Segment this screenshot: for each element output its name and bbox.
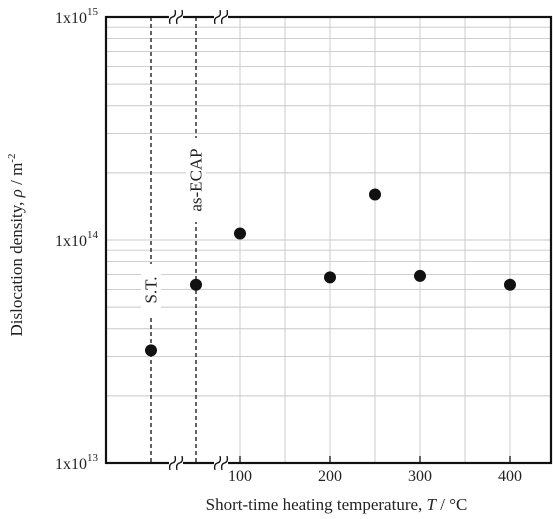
- x-axis-title: Short-time heating temperature, T / °C: [206, 495, 468, 514]
- reference-label-background: [186, 138, 206, 222]
- x-tick-label: 300: [408, 468, 432, 485]
- data-point: [234, 227, 246, 240]
- axis-break-gap: [169, 14, 183, 20]
- x-axis-ticks: 100 200 300 400: [228, 456, 522, 485]
- axis-break-gap: [214, 460, 228, 466]
- axis-break-mark: [168, 455, 177, 471]
- axis-break-marks: [168, 9, 229, 471]
- reference-lines: S.T. as-ECAP: [141, 17, 206, 463]
- axis-break-mark: [213, 9, 222, 25]
- axis-break-mark: [168, 9, 177, 25]
- plot-frame: [104, 15, 553, 465]
- y-tick-label: 1x1014: [55, 229, 99, 250]
- x-tick-label: 100: [228, 468, 252, 485]
- data-point: [324, 271, 336, 284]
- y-axis-ticks: 1x1013 1x1014 1x1015: [55, 6, 99, 473]
- x-tick-label: 200: [318, 468, 342, 485]
- data-point-reference: [145, 344, 157, 357]
- data-point: [414, 269, 426, 282]
- axis-break-mark: [220, 9, 229, 25]
- axis-break-mark: [213, 455, 222, 471]
- data-point: [369, 188, 381, 201]
- axis-break-gap: [214, 14, 228, 20]
- reference-label-background: [141, 264, 161, 316]
- axis-break-mark: [220, 455, 229, 471]
- axis-break-gap: [169, 460, 183, 466]
- axis-break-mark: [175, 455, 184, 471]
- reference-label: as-ECAP: [187, 148, 206, 211]
- data-points: [145, 188, 516, 357]
- y-tick-label: 1x1013: [55, 452, 99, 473]
- data-point-reference: [190, 278, 202, 291]
- grid-lines: [106, 17, 551, 463]
- reference-label: S.T.: [142, 276, 161, 303]
- y-tick-label: 1x1015: [55, 6, 99, 27]
- x-tick-label: 400: [498, 468, 522, 485]
- axis-break-mark: [175, 9, 184, 25]
- y-axis-title: Dislocation density, ρ / m-2: [6, 154, 26, 337]
- data-point: [504, 278, 516, 291]
